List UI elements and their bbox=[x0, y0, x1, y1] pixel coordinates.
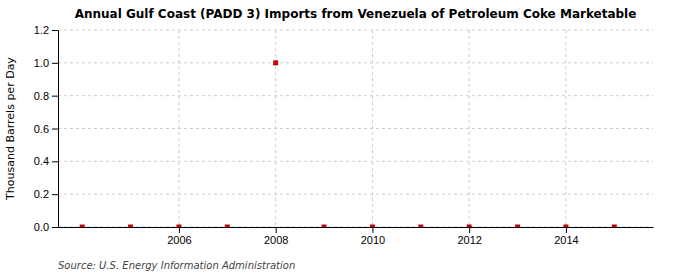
y-axis-tick: 0.4 bbox=[34, 155, 58, 167]
y-axis-tick-label: 1.0 bbox=[34, 57, 49, 69]
point bbox=[563, 225, 568, 228]
y-axis: 0.0 0.2 0.4 0.6 0.8 1.0 1.2 bbox=[34, 24, 59, 233]
y-axis-tick-label: 0.4 bbox=[34, 155, 49, 167]
y-axis-tick-mark bbox=[52, 96, 58, 97]
x-axis-tick-label: 2006 bbox=[167, 234, 191, 246]
point bbox=[370, 225, 375, 228]
y-axis-tick-mark bbox=[52, 129, 58, 130]
point bbox=[128, 225, 133, 228]
x-axis-tick-mark bbox=[566, 227, 567, 233]
point bbox=[418, 225, 423, 228]
point bbox=[273, 60, 278, 65]
x-axis-tick: 2008 bbox=[264, 227, 288, 246]
grid-line-y bbox=[58, 128, 653, 129]
grid-line-y bbox=[58, 62, 653, 63]
point bbox=[612, 225, 617, 228]
x-axis-tick-label: 2008 bbox=[264, 234, 288, 246]
x-axis-tick: 2010 bbox=[361, 227, 385, 246]
chart: 2006 2008 2010 2012 2014 0.0 0.2 0.4 0.6 0.8 1.0 1.… bbox=[0, 0, 675, 275]
y-axis-tick-label: 0.6 bbox=[34, 123, 49, 135]
y-axis-line bbox=[58, 31, 59, 228]
y-axis-tick-mark bbox=[52, 161, 58, 162]
grid-line-x bbox=[565, 30, 566, 227]
grid-line-y bbox=[58, 95, 653, 96]
grid-line-y bbox=[58, 194, 653, 195]
x-axis: 2006 2008 2010 2012 2014 bbox=[59, 227, 654, 246]
y-axis-tick-mark bbox=[52, 194, 58, 195]
y-axis-tick: 0.2 bbox=[34, 188, 58, 200]
x-axis-tick-label: 2010 bbox=[361, 234, 385, 246]
annotation: Source: U.S. Energy Information Administ… bbox=[58, 260, 295, 271]
grid bbox=[58, 30, 653, 227]
y-axis-tick: 0.6 bbox=[34, 123, 58, 135]
y-axis-tick-mark bbox=[52, 63, 58, 64]
y-axis-tick-label: 0.0 bbox=[34, 221, 49, 233]
y-axis-tick-label: 0.2 bbox=[34, 188, 49, 200]
point bbox=[515, 225, 520, 228]
y-axis-tick: 1.2 bbox=[34, 24, 58, 36]
x-axis-tick-mark bbox=[372, 227, 373, 233]
grid-line-y bbox=[58, 30, 653, 31]
y-axis-tick-mark bbox=[52, 30, 58, 31]
plot: 2006 2008 2010 2012 2014 0.0 0.2 0.4 0.6 0.8 1.0 1.… bbox=[34, 24, 654, 246]
marks bbox=[80, 60, 617, 227]
grid-line-y bbox=[58, 161, 653, 162]
point bbox=[176, 225, 181, 228]
point bbox=[322, 225, 327, 228]
x-axis-tick: 2006 bbox=[167, 227, 191, 246]
title: Annual Gulf Coast (PADD 3) Imports from … bbox=[75, 7, 637, 21]
y-axis-title: Thousand Barrels per Day bbox=[4, 57, 17, 201]
x-axis-tick-mark bbox=[179, 227, 180, 233]
y-axis-tick-label: 0.8 bbox=[34, 90, 49, 102]
point bbox=[225, 225, 230, 228]
point bbox=[80, 225, 85, 228]
point bbox=[467, 225, 472, 228]
x-axis-tick-label: 2014 bbox=[554, 234, 578, 246]
y-axis-tick: 0.8 bbox=[34, 90, 58, 102]
y-axis-tick: 0.0 bbox=[34, 221, 58, 233]
x-axis-tick-mark bbox=[469, 227, 470, 233]
x-axis-tick-label: 2012 bbox=[457, 234, 481, 246]
y-axis-tick-mark bbox=[52, 227, 58, 228]
x-axis-tick: 2014 bbox=[554, 227, 578, 246]
y-axis-tick-label: 1.2 bbox=[34, 24, 49, 36]
y-axis-tick: 1.0 bbox=[34, 57, 58, 69]
x-axis-tick-mark bbox=[276, 227, 277, 233]
x-axis-line bbox=[59, 227, 654, 228]
x-axis-tick: 2012 bbox=[457, 227, 481, 246]
